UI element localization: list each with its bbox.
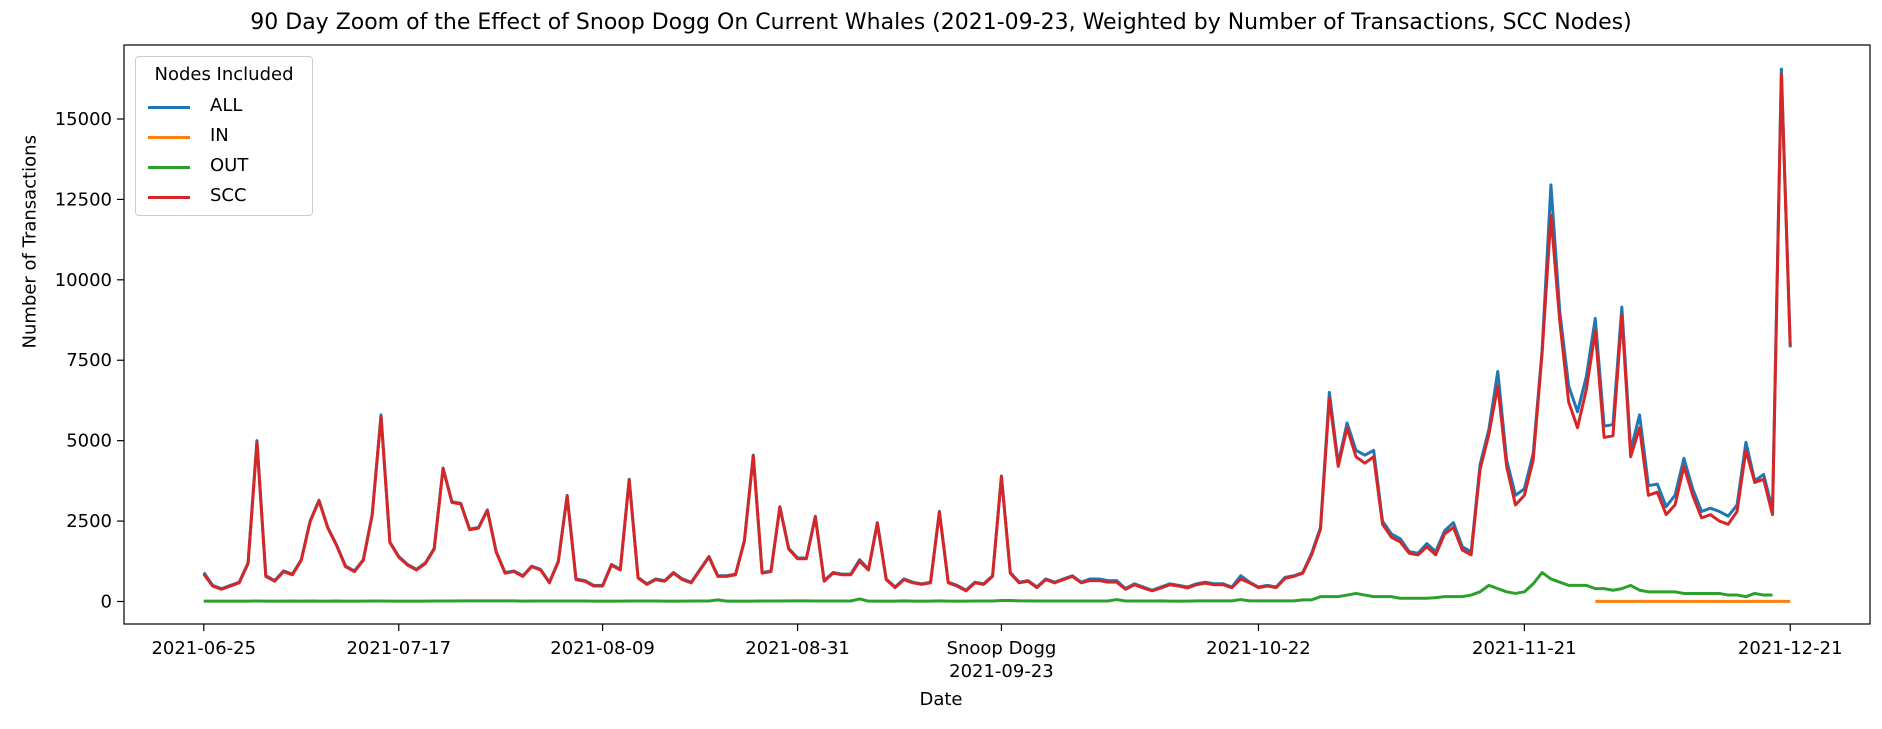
y-tick-label: 5000 [66,431,112,452]
y-tick-label: 15000 [55,109,112,130]
x-tick-label: 2021-06-25 [151,638,256,659]
legend-label-in: IN [210,125,229,146]
x-tick-label: 2021-12-21 [1738,638,1843,659]
x-tick-label: 2021-08-09 [550,638,655,659]
y-tick-label: 12500 [55,189,112,210]
plot-frame [123,44,1871,625]
legend-label-out: OUT [210,155,249,176]
x-axis-label: Date [919,689,963,710]
y-tick-label: 10000 [55,270,112,291]
y-tick-label: 7500 [66,350,112,371]
legend: Nodes Included ALL IN OUT SCC [135,56,313,216]
legend-swatch-scc [148,196,190,199]
y-tick-label: 0 [101,591,112,612]
x-tick-label: 2021-07-17 [346,638,451,659]
legend-label-scc: SCC [210,185,247,206]
legend-title: Nodes Included [154,64,294,85]
x-tick-sublabel: 2021-09-23 [949,661,1054,682]
y-axis-label: Number of Transactions [19,135,41,349]
legend-swatch-all [148,106,190,109]
series-line-scc [202,72,1792,593]
chart-title: 90 Day Zoom of the Effect of Snoop Dogg … [250,10,1632,35]
x-tick-label: 2021-11-21 [1472,638,1577,659]
x-tick-label: 2021-10-22 [1206,638,1311,659]
series-line-out [203,571,1773,603]
x-tick-label: Snoop Dogg [947,638,1057,659]
legend-label-all: ALL [210,95,243,116]
legend-swatch-out [148,166,190,169]
y-tick-label: 2500 [66,511,112,532]
legend-swatch-in [148,136,190,139]
x-tick-label: 2021-08-31 [745,638,850,659]
